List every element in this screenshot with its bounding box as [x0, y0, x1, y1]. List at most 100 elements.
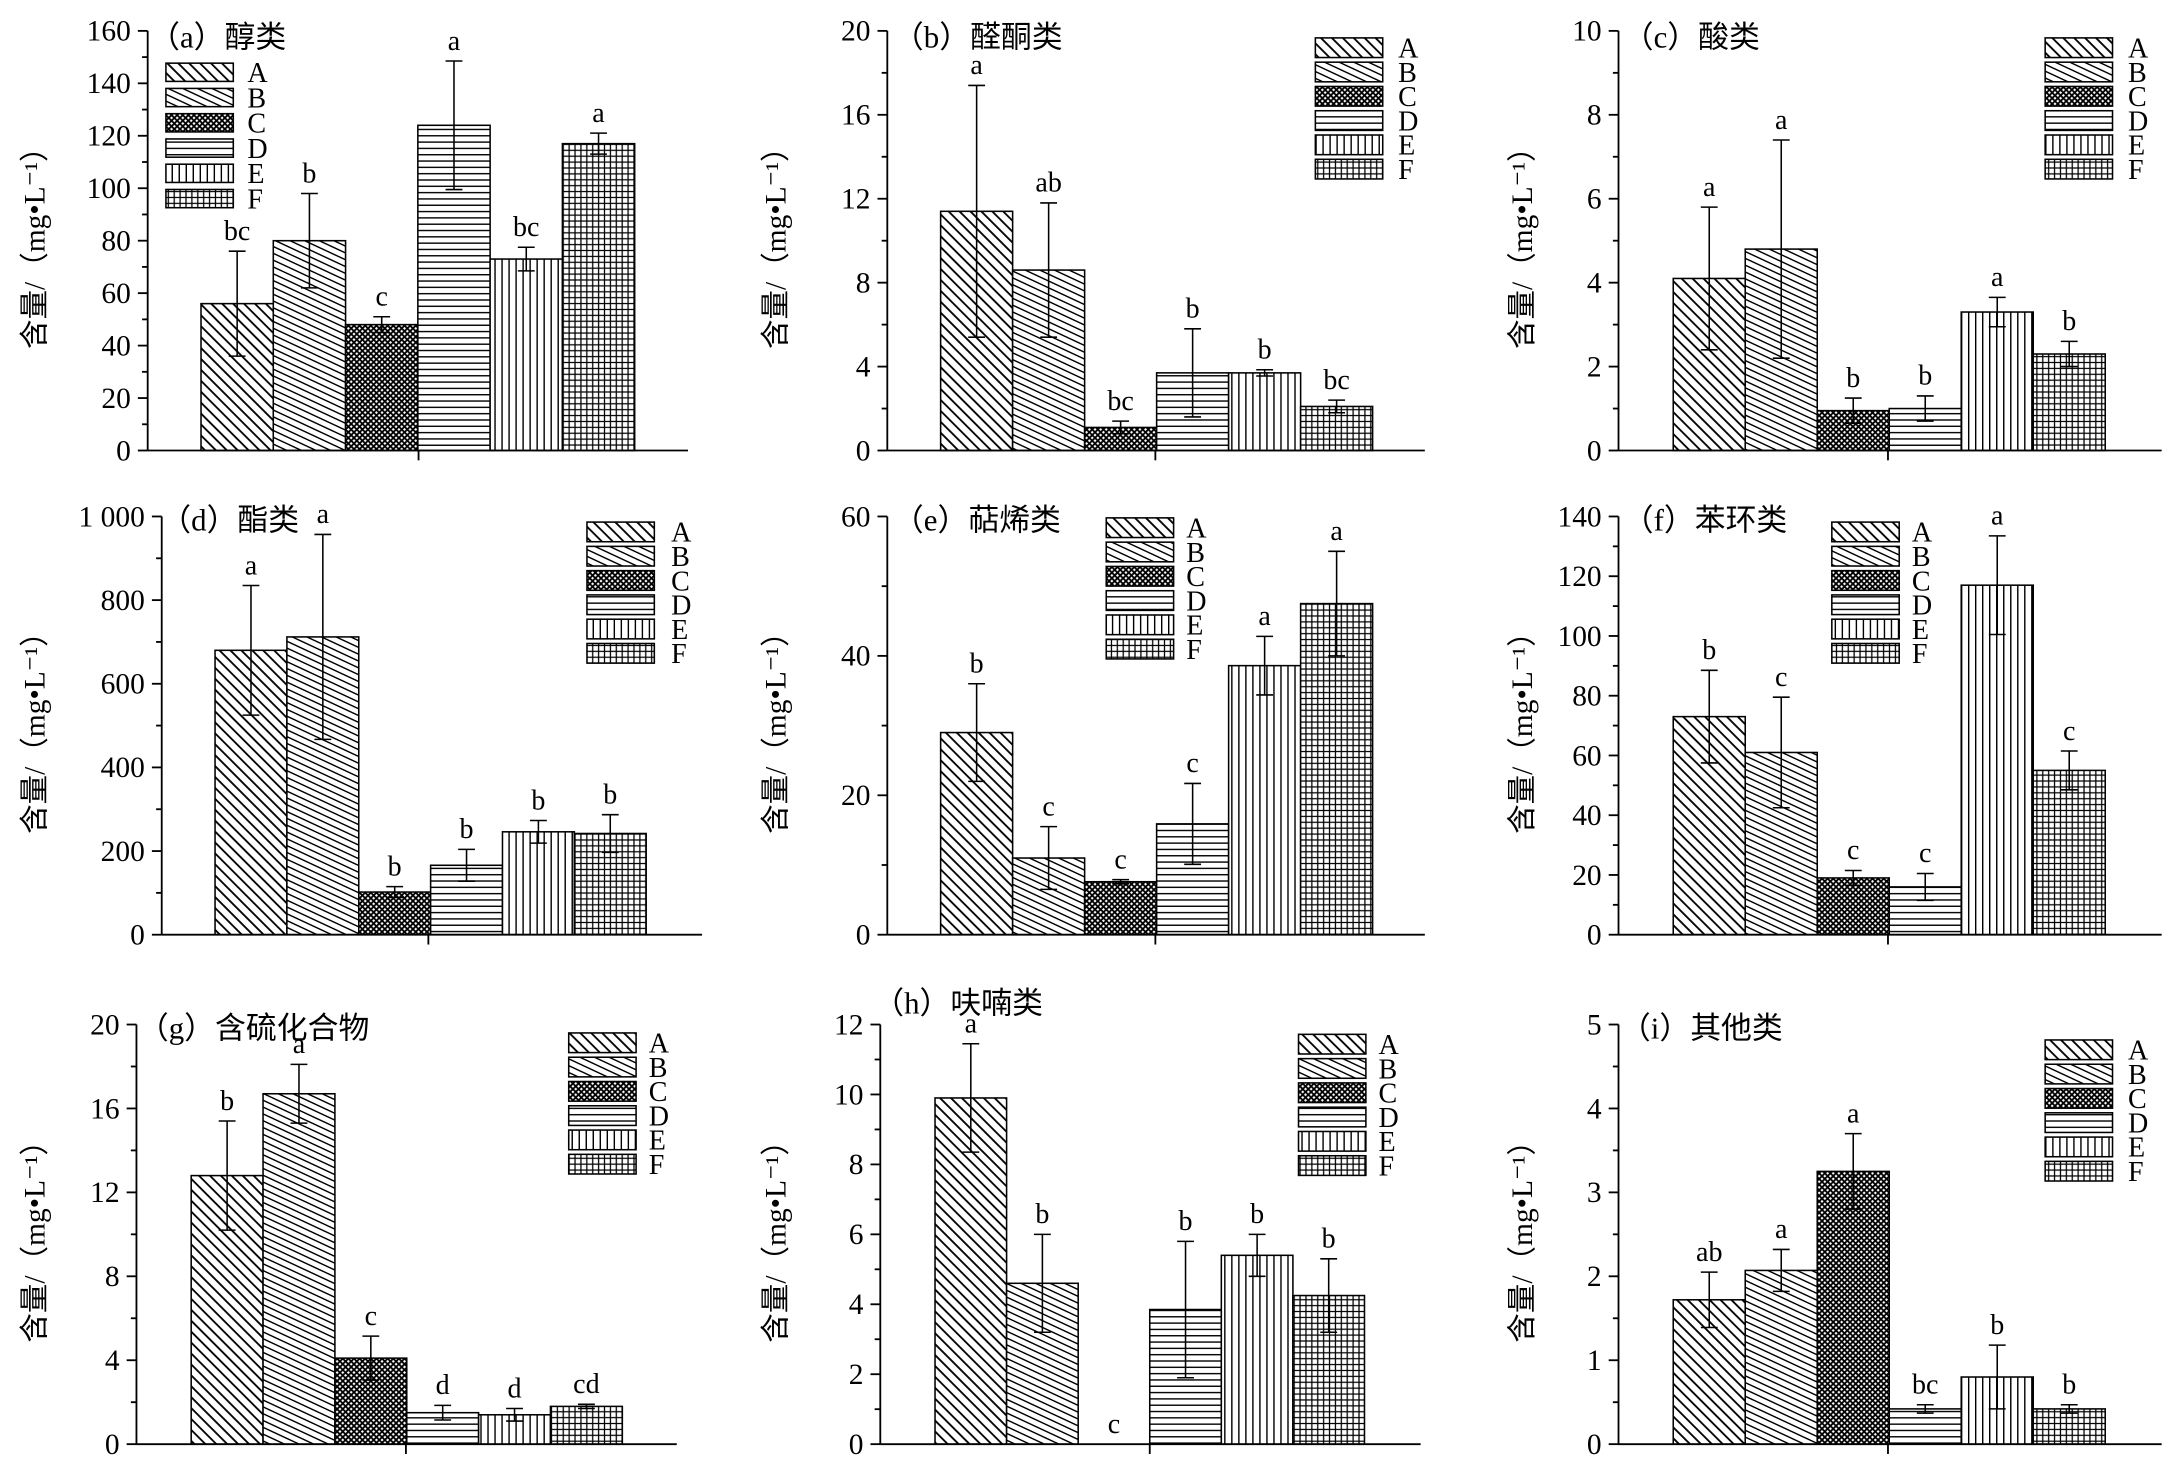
error-bar-B: [290, 1063, 308, 1124]
legend-swatch-B: [1314, 61, 1384, 83]
y-tick-label: 10: [834, 1079, 863, 1111]
significance-label-F: b: [603, 779, 617, 810]
significance-label-F: c: [2063, 716, 2075, 747]
legend-swatch-C: [2044, 1087, 2114, 1109]
legend-label-B: B: [1379, 1054, 1398, 1085]
y-axis-label: 含量/（mg•L⁻¹）: [18, 617, 51, 833]
y-tick-label: 0: [1587, 435, 1602, 467]
legend-swatch-A: [1314, 37, 1384, 59]
legend-swatch-D: [1831, 594, 1900, 616]
y-tick-label: 12: [90, 1177, 119, 1209]
legend-swatch-D: [586, 594, 656, 616]
error-bar-A: [1700, 206, 1718, 351]
significance-label-D: a: [448, 26, 461, 57]
legend-swatch-B: [165, 87, 235, 108]
significance-label-E: b: [1250, 1199, 1264, 1230]
legend-label-A: A: [2128, 1036, 2149, 1067]
legend-swatch-A: [1297, 1033, 1367, 1055]
chart-title: （g）含硫化合物: [138, 1011, 369, 1046]
y-tick-label: 16: [90, 1093, 119, 1125]
error-bar-A: [228, 250, 246, 357]
legend-label-D: D: [1398, 106, 1418, 137]
significance-label-B: a: [1775, 105, 1788, 136]
significance-label-A: b: [1702, 635, 1716, 666]
significance-label-B: c: [1042, 791, 1054, 822]
error-bar-C: [386, 885, 404, 899]
bar-C: [344, 323, 419, 452]
error-bar-D: [458, 848, 475, 882]
error-bar-A: [968, 84, 986, 338]
bar-E: [489, 258, 564, 452]
bar-B: [262, 1092, 336, 1445]
error-bar-F: [1328, 399, 1346, 414]
legend-label-B: B: [2128, 58, 2147, 89]
significance-label-C: bc: [1107, 386, 1133, 417]
legend-label-C: C: [2128, 82, 2147, 113]
legend-swatch-E: [586, 618, 656, 640]
y-tick-label: 4: [849, 1289, 864, 1321]
y-tick-label: 60: [841, 501, 870, 533]
legend-swatch-E: [2044, 1136, 2114, 1158]
y-tick-label: 4: [856, 351, 871, 383]
error-bar-B: [1040, 825, 1058, 891]
significance-label-E: a: [1258, 601, 1271, 632]
y-tick-label: 80: [101, 226, 130, 258]
legend-label-F: F: [1398, 155, 1414, 186]
chart-panel-e: b Ac Bc Cc D a Ea F 0 20 40 60 含量/（mg•L⁻¹） （e）萜烯类: [759, 501, 1425, 952]
legend-label-C: C: [1912, 566, 1931, 597]
significance-label-E: a: [1991, 262, 2004, 293]
legend-label-E: E: [1186, 611, 1203, 642]
legend-label-C: C: [1398, 82, 1417, 113]
significance-label-F: cd: [573, 1369, 599, 1400]
chart-panel-d: a Aa Bb Cb Db Eb F 0 200 400 600 800 1 000 含量/（mg•L⁻¹…: [18, 499, 703, 952]
legend-label-D: D: [247, 134, 267, 165]
y-axis-label: 含量/（mg•L⁻¹）: [18, 1126, 51, 1342]
legend-swatch-E: [1297, 1130, 1367, 1152]
y-tick-label: 800: [101, 585, 145, 617]
legend-swatch-F: [1314, 158, 1384, 180]
legend-label-B: B: [247, 83, 266, 114]
error-bar-B: [1772, 139, 1790, 359]
chart-title: （e）萜烯类: [893, 503, 1061, 538]
error-bar-C: [1112, 420, 1130, 435]
legend-label-A: A: [1379, 1030, 1400, 1061]
legend-swatch-C: [1314, 85, 1384, 107]
error-bar-E: [1256, 635, 1274, 696]
bar-E: [1960, 311, 2035, 452]
legend-label-A: A: [1912, 518, 1933, 549]
y-tick-label: 140: [87, 68, 131, 100]
legend-swatch-E: [165, 163, 235, 184]
legend-swatch-B: [2044, 1063, 2114, 1085]
y-tick-label: 60: [101, 278, 130, 310]
legend-swatch-A: [586, 521, 656, 543]
error-bar-C: [373, 315, 391, 334]
legend-label-B: B: [1186, 538, 1205, 569]
y-tick-label: 4: [1587, 1093, 1602, 1125]
y-tick-label: 12: [834, 1009, 863, 1041]
y-tick-label: 2: [1587, 351, 1602, 383]
legend-label-C: C: [1379, 1079, 1398, 1110]
legend-label-D: D: [1186, 586, 1206, 617]
y-tick-label: 120: [1557, 561, 1601, 593]
y-axis-label: 含量/（mg•L⁻¹）: [1506, 132, 1539, 348]
significance-label-A: b: [220, 1086, 234, 1117]
y-tick-label: 140: [1557, 501, 1601, 533]
bar-E: [1220, 1254, 1294, 1445]
significance-label-D: b: [460, 814, 474, 845]
legend-swatch-B: [586, 545, 656, 567]
y-tick-label: 8: [105, 1261, 120, 1293]
significance-label-F: bc: [1323, 365, 1349, 396]
y-tick-label: 200: [101, 836, 145, 868]
significance-label-C: b: [388, 851, 402, 882]
legend-swatch-F: [567, 1153, 637, 1175]
significance-label-D: b: [1918, 361, 1932, 392]
legend-label-E: E: [649, 1126, 666, 1157]
legend-label-C: C: [1186, 562, 1205, 593]
y-tick-label: 4: [105, 1345, 120, 1377]
error-bar-B: [1033, 1233, 1051, 1334]
significance-label-E: a: [1991, 501, 2004, 532]
error-bar-B: [1772, 1248, 1790, 1293]
error-bar-F: [2060, 340, 2078, 368]
legend-swatch-A: [165, 62, 235, 83]
significance-label-A: a: [245, 550, 258, 581]
